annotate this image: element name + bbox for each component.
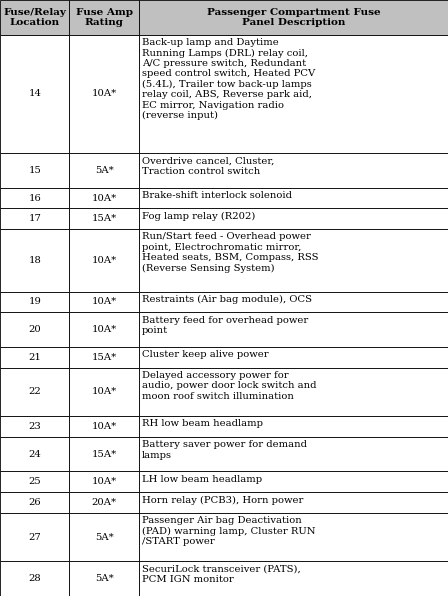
Bar xyxy=(69,209,139,229)
Bar xyxy=(69,35,139,153)
Bar xyxy=(139,0,448,35)
Text: 26: 26 xyxy=(28,498,41,507)
Bar xyxy=(139,347,448,368)
Text: 24: 24 xyxy=(28,449,41,458)
Text: 10A*: 10A* xyxy=(91,422,117,431)
Text: 10A*: 10A* xyxy=(91,387,117,396)
Bar xyxy=(69,347,139,368)
Text: Restraints (Air bag module), OCS: Restraints (Air bag module), OCS xyxy=(142,295,312,304)
Bar xyxy=(69,291,139,312)
Text: 14: 14 xyxy=(28,89,41,98)
Text: Passenger Air bag Deactivation
(PAD) warning lamp, Cluster RUN
/START power: Passenger Air bag Deactivation (PAD) war… xyxy=(142,516,315,546)
Text: SecuriLock transceiver (PATS),
PCM IGN monitor: SecuriLock transceiver (PATS), PCM IGN m… xyxy=(142,565,301,584)
Bar xyxy=(0,209,69,229)
Text: Run/Start feed - Overhead power
point, Electrochromatic mirror,
Heated seats, BS: Run/Start feed - Overhead power point, E… xyxy=(142,232,319,273)
Bar xyxy=(69,471,139,492)
Bar xyxy=(0,188,69,209)
Text: 22: 22 xyxy=(28,387,41,396)
Bar xyxy=(0,437,69,471)
Bar xyxy=(139,209,448,229)
Text: 18: 18 xyxy=(28,256,41,265)
Bar xyxy=(0,471,69,492)
Bar xyxy=(69,368,139,416)
Bar xyxy=(0,561,69,596)
Bar xyxy=(0,416,69,437)
Text: 15A*: 15A* xyxy=(91,214,117,223)
Bar xyxy=(69,492,139,513)
Text: 21: 21 xyxy=(28,353,41,362)
Bar xyxy=(69,513,139,561)
Bar xyxy=(69,188,139,209)
Text: 10A*: 10A* xyxy=(91,89,117,98)
Bar xyxy=(0,492,69,513)
Bar xyxy=(69,561,139,596)
Text: 20A*: 20A* xyxy=(91,498,117,507)
Text: Fog lamp relay (R202): Fog lamp relay (R202) xyxy=(142,212,255,221)
Text: 28: 28 xyxy=(28,574,41,583)
Text: Brake-shift interlock solenoid: Brake-shift interlock solenoid xyxy=(142,191,292,200)
Bar xyxy=(0,347,69,368)
Text: Battery feed for overhead power
point: Battery feed for overhead power point xyxy=(142,316,308,335)
Bar xyxy=(0,35,69,153)
Text: Overdrive cancel, Cluster,
Traction control switch: Overdrive cancel, Cluster, Traction cont… xyxy=(142,156,274,176)
Bar xyxy=(0,153,69,188)
Bar xyxy=(139,188,448,209)
Text: 27: 27 xyxy=(28,533,41,542)
Text: Delayed accessory power for
audio, power door lock switch and
moon roof switch i: Delayed accessory power for audio, power… xyxy=(142,371,316,401)
Text: 10A*: 10A* xyxy=(91,297,117,306)
Text: LH low beam headlamp: LH low beam headlamp xyxy=(142,475,262,484)
Text: 19: 19 xyxy=(28,297,41,306)
Bar xyxy=(69,153,139,188)
Bar xyxy=(0,368,69,416)
Bar xyxy=(139,229,448,291)
Text: 10A*: 10A* xyxy=(91,194,117,203)
Bar xyxy=(139,291,448,312)
Text: 15: 15 xyxy=(28,166,41,175)
Bar xyxy=(69,229,139,291)
Bar xyxy=(139,35,448,153)
Text: 10A*: 10A* xyxy=(91,325,117,334)
Bar xyxy=(139,513,448,561)
Bar xyxy=(139,312,448,347)
Text: Fuse/Relay
Location: Fuse/Relay Location xyxy=(3,8,66,27)
Bar xyxy=(69,312,139,347)
Text: 15A*: 15A* xyxy=(91,353,117,362)
Text: Battery saver power for demand
lamps: Battery saver power for demand lamps xyxy=(142,440,307,460)
Text: 16: 16 xyxy=(28,194,41,203)
Text: 23: 23 xyxy=(28,422,41,431)
Text: 17: 17 xyxy=(28,214,41,223)
Text: Fuse Amp
Rating: Fuse Amp Rating xyxy=(76,8,133,27)
Text: 5A*: 5A* xyxy=(95,166,113,175)
Bar xyxy=(0,229,69,291)
Text: 25: 25 xyxy=(28,477,41,486)
Bar xyxy=(139,437,448,471)
Bar xyxy=(139,153,448,188)
Bar xyxy=(0,312,69,347)
Text: 5A*: 5A* xyxy=(95,574,113,583)
Bar xyxy=(139,492,448,513)
Bar xyxy=(139,416,448,437)
Bar xyxy=(69,0,139,35)
Text: Back-up lamp and Daytime
Running Lamps (DRL) relay coil,
A/C pressure switch, Re: Back-up lamp and Daytime Running Lamps (… xyxy=(142,38,315,120)
Bar xyxy=(0,513,69,561)
Text: 15A*: 15A* xyxy=(91,449,117,458)
Text: RH low beam headlamp: RH low beam headlamp xyxy=(142,420,263,429)
Bar xyxy=(0,291,69,312)
Bar xyxy=(139,561,448,596)
Text: 5A*: 5A* xyxy=(95,533,113,542)
Text: 10A*: 10A* xyxy=(91,256,117,265)
Text: Passenger Compartment Fuse
Panel Description: Passenger Compartment Fuse Panel Descrip… xyxy=(207,8,380,27)
Text: 20: 20 xyxy=(28,325,41,334)
Bar xyxy=(69,437,139,471)
Bar xyxy=(69,416,139,437)
Text: Horn relay (PCB3), Horn power: Horn relay (PCB3), Horn power xyxy=(142,495,303,505)
Text: Cluster keep alive power: Cluster keep alive power xyxy=(142,350,268,359)
Bar xyxy=(0,0,69,35)
Text: 10A*: 10A* xyxy=(91,477,117,486)
Bar xyxy=(139,471,448,492)
Bar xyxy=(139,368,448,416)
